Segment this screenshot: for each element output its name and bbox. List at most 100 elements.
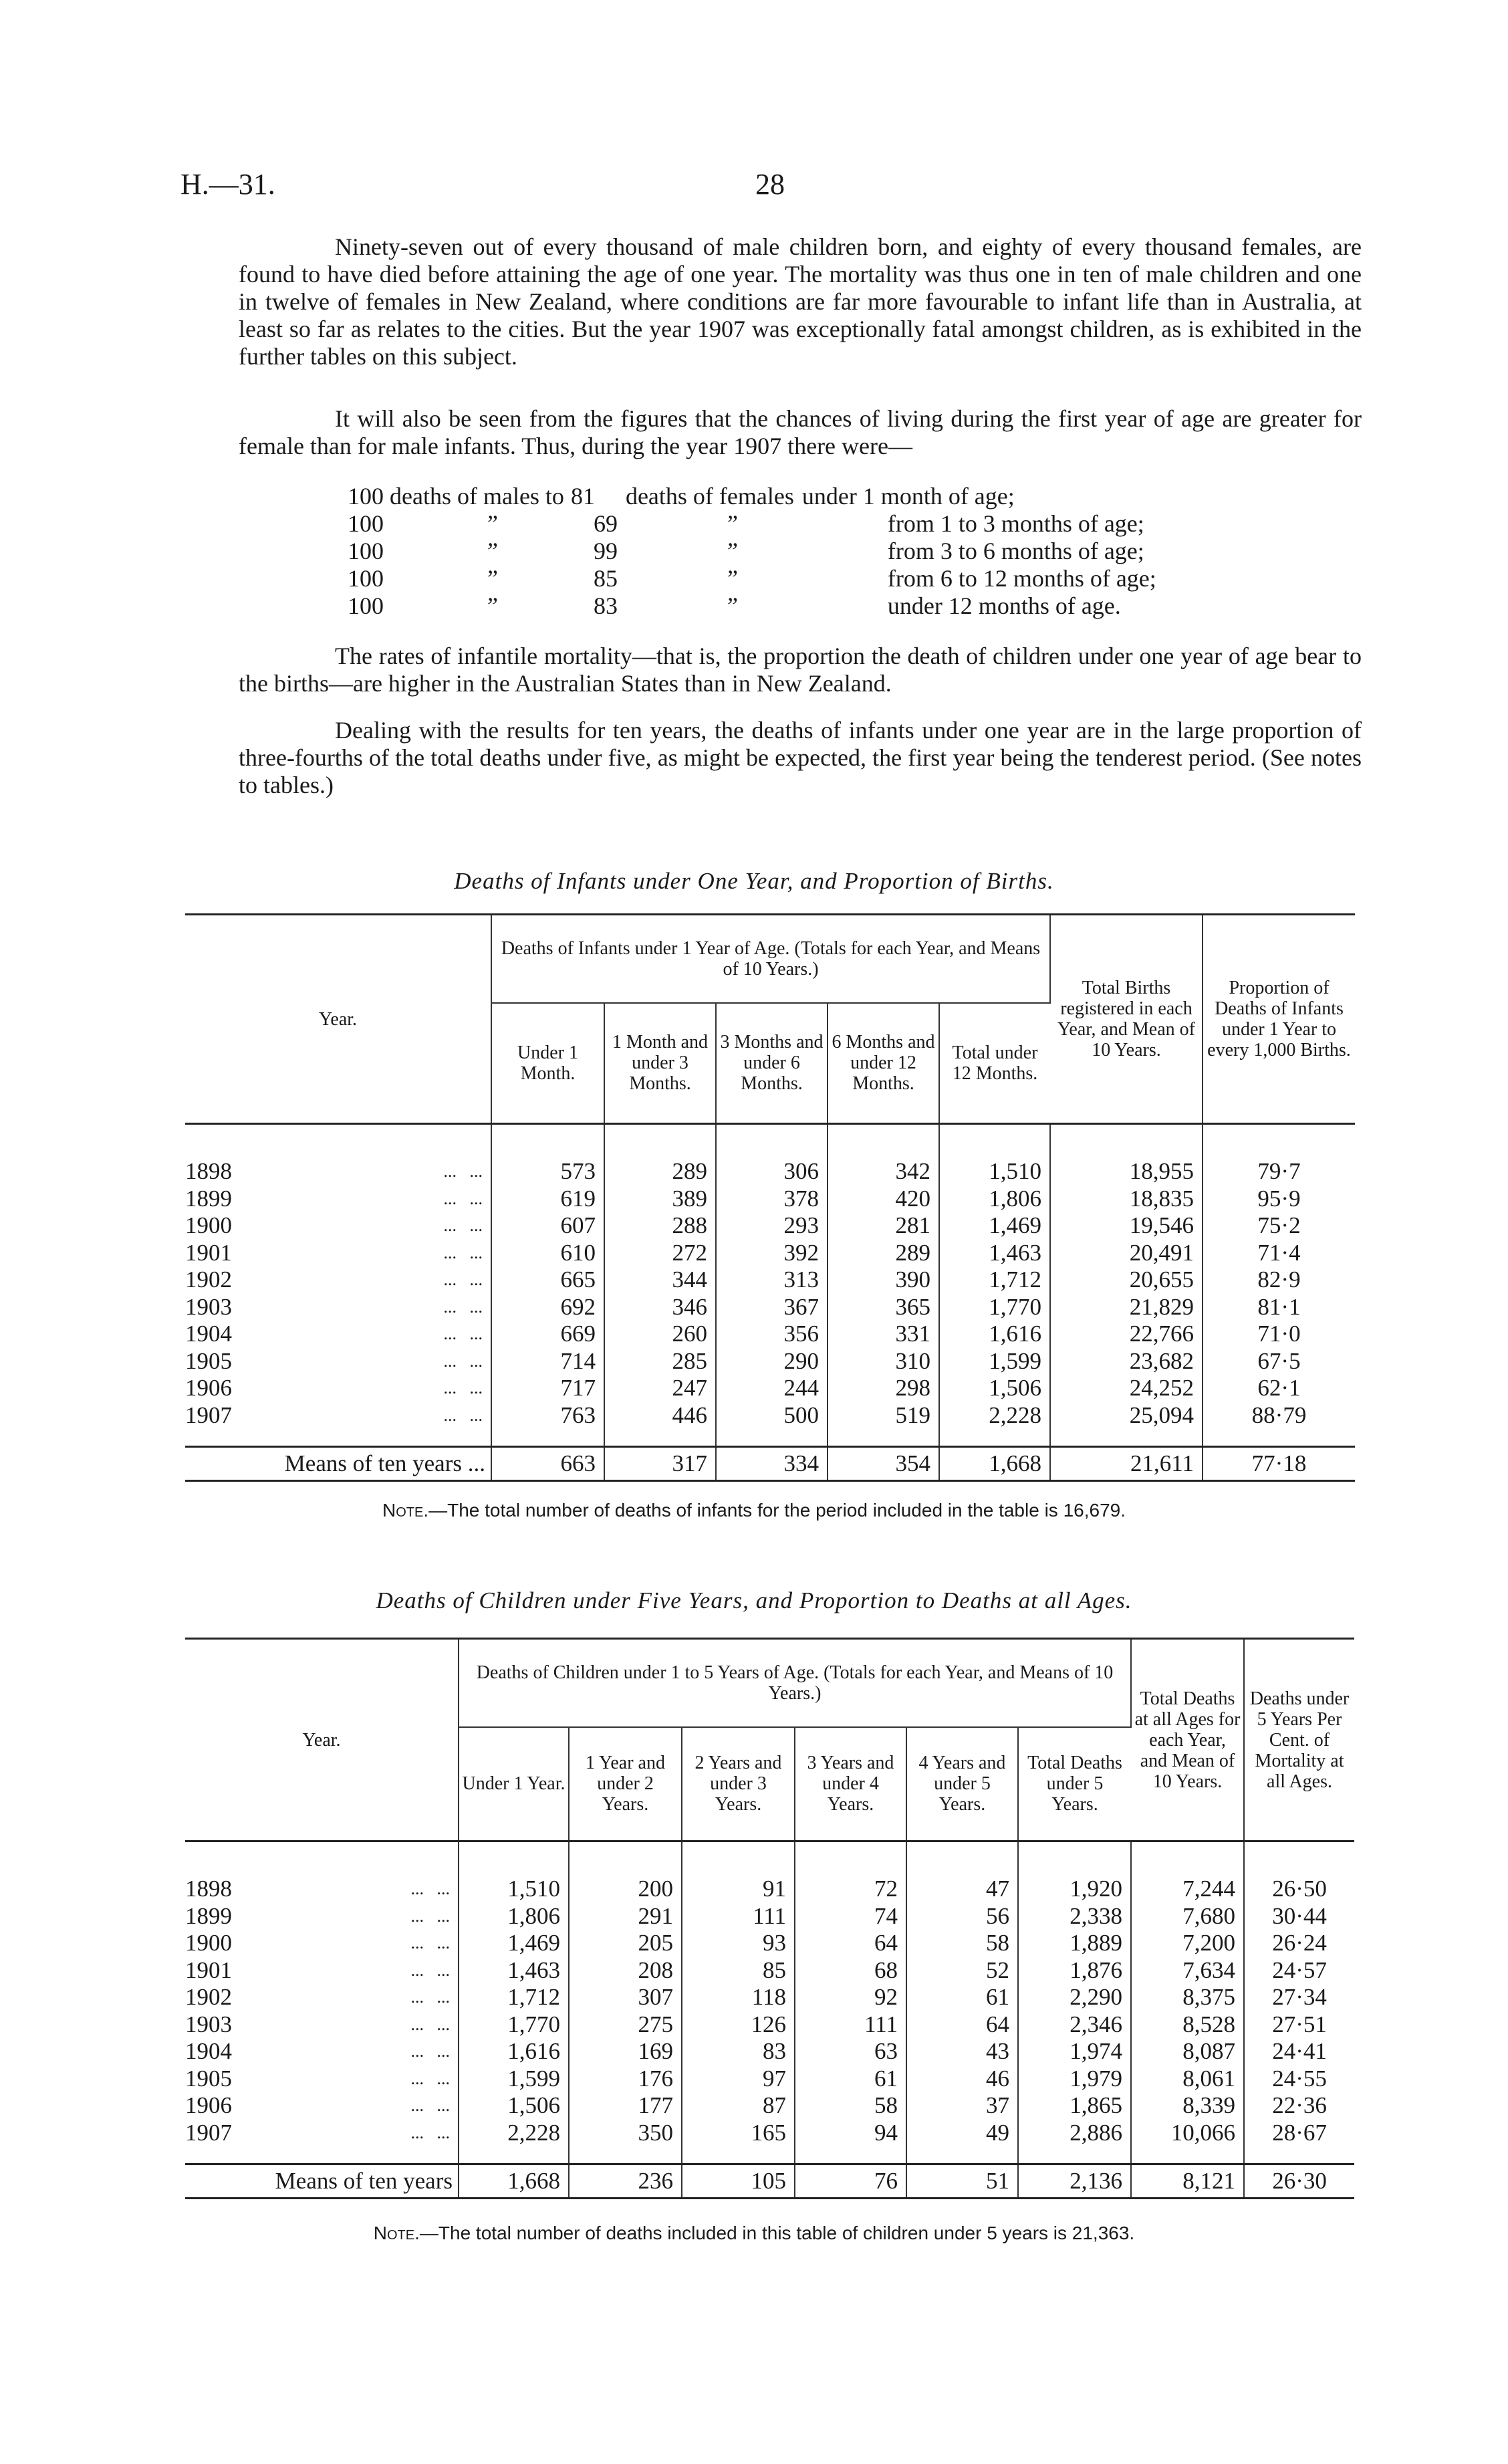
spacer-cell xyxy=(185,1841,459,1876)
value-cell: 365 xyxy=(828,1293,940,1321)
leader-dots: ... ... xyxy=(443,1324,483,1343)
means-value: 1,668 xyxy=(459,2163,570,2199)
value-cell: 247 xyxy=(604,1375,717,1402)
value-cell: 2,228 xyxy=(939,1402,1051,1429)
value-cell: 91 xyxy=(682,1876,795,1903)
comparison-age: under 1 month of age; xyxy=(801,483,1015,510)
spacer-cell xyxy=(1050,1429,1203,1447)
spacer-cell xyxy=(185,2146,459,2164)
year-cell: 1903 ... ... xyxy=(185,2011,459,2039)
means-row: Means of ten years 1,668 236 105 76 51 2,136 8,… xyxy=(185,2163,1355,2199)
year-value: 1907 xyxy=(185,1402,232,1428)
value-cell: 75·2 xyxy=(1257,1212,1301,1238)
spacer-cell xyxy=(795,1841,907,1876)
year-value: 1900 xyxy=(185,1930,232,1956)
spacer-cell xyxy=(1203,1124,1355,1159)
value-cell: 2,290 xyxy=(1018,1984,1132,2011)
value-cell: 95·9 xyxy=(1257,1185,1301,1212)
means-value: 317 xyxy=(604,1446,717,1481)
leader-dots: ... ... xyxy=(410,1960,451,1980)
sub-header: 6 Months and under 12 Months. xyxy=(828,1002,940,1124)
infant-deaths-table: Year. Deaths of Infants under 1 Year of … xyxy=(185,913,1355,1482)
value-cell: 665 xyxy=(491,1266,605,1294)
spacer-row xyxy=(185,1123,1355,1159)
value-cell: 20,655 xyxy=(1050,1266,1203,1294)
value-cell: 272 xyxy=(604,1239,717,1266)
value-cell: 1,712 xyxy=(939,1266,1051,1294)
table-row: 1904 ... ... 669 260 356 331 1,616 22,766 71·0 xyxy=(185,1321,1355,1348)
list-item: 100 ” 83 ” under 12 months of age. xyxy=(348,592,1156,620)
value-cell: 1,510 xyxy=(939,1158,1051,1186)
sub-header: 1 Year and under 2 Years. xyxy=(569,1726,682,1841)
spacer-cell xyxy=(1018,2146,1132,2164)
leader-dots: ... ... xyxy=(410,2014,451,2034)
comparison-males: 100 xyxy=(348,592,384,619)
comparison-list: 100 deaths of males to 81 deaths of female… xyxy=(348,483,1156,620)
value-cell: 1,920 xyxy=(1018,1876,1132,1903)
value-cell: 717 xyxy=(491,1375,605,1402)
value-cell: 72 xyxy=(795,1876,907,1903)
value-cell: 7,200 xyxy=(1131,1930,1245,1957)
value-cell: 47 xyxy=(906,1876,1019,1903)
comparison-label: ” xyxy=(724,538,738,564)
group-header: Deaths of Children under 1 to 5 Years of… xyxy=(459,1638,1132,1728)
leader-dots: ... ... xyxy=(443,1405,483,1425)
year-header: Year. xyxy=(185,914,492,1124)
year-value: 1907 xyxy=(185,2119,232,2146)
year-value: 1906 xyxy=(185,1375,232,1401)
value-cell: 714 xyxy=(491,1347,605,1375)
year-value: 1905 xyxy=(185,2065,232,2092)
value-cell: 200 xyxy=(569,1876,682,1903)
table-row: 1898 ... ... 573 289 306 342 1,510 18,955 79·7 xyxy=(185,1158,1355,1186)
value-cell: 87 xyxy=(682,2092,795,2120)
value-cell: 610 xyxy=(491,1239,605,1266)
value-cell: 1,616 xyxy=(459,2038,570,2065)
value-cell: 692 xyxy=(491,1293,605,1321)
year-value: 1900 xyxy=(185,1212,232,1238)
group-header: Deaths of Infants under 1 Year of Age. (… xyxy=(491,914,1051,1004)
year-label: 1903 ... ... xyxy=(185,2011,450,2039)
value-cell: 67·5 xyxy=(1257,1347,1301,1374)
value-cell: 288 xyxy=(604,1212,717,1240)
year-label: 1902 ... ... xyxy=(185,1266,483,1294)
sub-header: 4 Years and under 5 Years. xyxy=(906,1726,1019,1841)
year-value: 1904 xyxy=(185,1321,232,1347)
ditto-mark: ” xyxy=(485,510,499,537)
comparison-males: 100 xyxy=(348,565,384,592)
means-value: 334 xyxy=(716,1446,828,1481)
leader-dots: ... ... xyxy=(410,1987,451,2007)
spacer-cell xyxy=(1131,2146,1245,2164)
leader-dots: ... ... xyxy=(410,2096,451,2115)
spacer-cell xyxy=(569,2146,682,2164)
year-value: 1903 xyxy=(185,1293,232,1320)
value-cell: 52 xyxy=(906,1956,1019,1984)
means-value: 51 xyxy=(906,2163,1019,2199)
spacer-cell xyxy=(185,1429,492,1447)
value-cell: 2,886 xyxy=(1018,2119,1132,2146)
year-label: 1907 ... ... xyxy=(185,1402,483,1430)
value-cell: 71·4 xyxy=(1257,1239,1301,1266)
paragraph-1: Ninety-seven out of every thousand of ma… xyxy=(239,233,1362,370)
comparison-females-count: 81 xyxy=(570,483,595,510)
value-cell: 500 xyxy=(716,1402,828,1429)
value-cell: 18,835 xyxy=(1050,1185,1203,1212)
comparison-males: 100 xyxy=(348,510,384,537)
year-cell: 1899 ... ... xyxy=(185,1185,492,1212)
value-cell: 1,770 xyxy=(459,2011,570,2038)
value-cell: 8,375 xyxy=(1131,1984,1245,2011)
value-cell: 2,338 xyxy=(1018,1902,1132,1930)
value-cell: 1,616 xyxy=(939,1321,1051,1348)
value-cell: 23,682 xyxy=(1050,1347,1203,1375)
spacer-row xyxy=(185,1841,1354,1876)
means-value: 236 xyxy=(569,2163,682,2199)
year-label: 1900 ... ... xyxy=(185,1212,483,1240)
value-cell: 46 xyxy=(906,2065,1019,2092)
table1-title: Deaths of Infants under One Year, and Pr… xyxy=(454,868,1054,894)
value-cell: 8,339 xyxy=(1131,2092,1245,2120)
year-cell: 1899 ... ... xyxy=(185,1902,459,1930)
year-cell: 1906 ... ... xyxy=(185,2092,459,2120)
value-cell: 79·7 xyxy=(1257,1158,1301,1184)
value-cell: 2,228 xyxy=(459,2119,570,2146)
proportion-header: Proportion of Deaths of Infants under 1 … xyxy=(1207,978,1351,1060)
table2-note: Note.—The total number of deaths include… xyxy=(373,2223,1135,2243)
